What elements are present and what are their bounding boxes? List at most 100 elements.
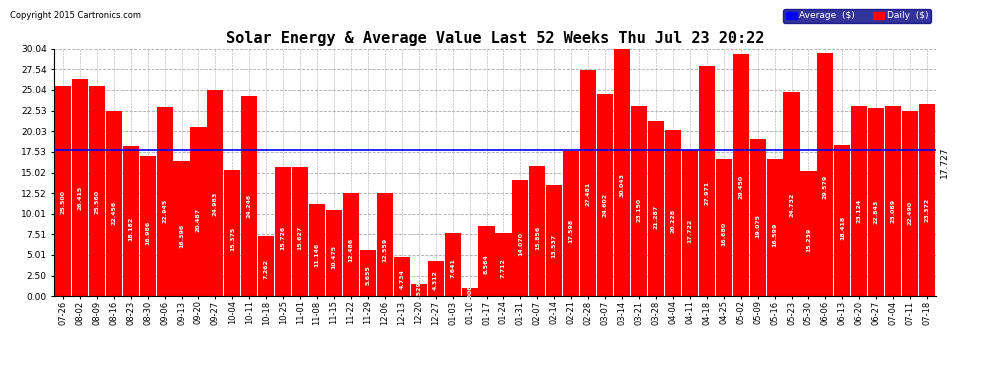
Bar <box>919 104 936 296</box>
Text: 17.722: 17.722 <box>687 218 692 243</box>
Text: 22.456: 22.456 <box>111 201 116 225</box>
Text: 8.564: 8.564 <box>484 255 489 274</box>
Text: 18.418: 18.418 <box>840 216 844 240</box>
Bar <box>631 105 647 296</box>
Text: 15.856: 15.856 <box>535 225 540 250</box>
Bar <box>563 151 579 296</box>
Bar <box>445 233 460 296</box>
Text: 15.239: 15.239 <box>806 228 811 252</box>
Text: 24.983: 24.983 <box>213 192 218 216</box>
Legend: Average  ($), Daily  ($): Average ($), Daily ($) <box>783 9 931 23</box>
Bar <box>242 96 257 296</box>
Text: 25.560: 25.560 <box>94 189 99 213</box>
Text: 4.312: 4.312 <box>434 270 439 290</box>
Text: 1.006: 1.006 <box>467 284 472 304</box>
Bar <box>495 233 512 296</box>
Text: 7.712: 7.712 <box>501 258 506 278</box>
Text: 20.228: 20.228 <box>670 209 675 233</box>
Bar <box>106 111 122 296</box>
Bar <box>377 193 393 296</box>
Bar <box>614 49 630 296</box>
Text: 27.971: 27.971 <box>704 180 709 205</box>
Bar <box>207 90 224 296</box>
Text: 7.262: 7.262 <box>263 260 268 279</box>
Bar <box>275 166 291 296</box>
Bar <box>885 106 901 296</box>
Text: 1.529: 1.529 <box>416 280 422 300</box>
Text: 23.124: 23.124 <box>856 198 862 223</box>
Bar <box>89 86 105 296</box>
Bar <box>309 204 325 296</box>
Bar <box>868 108 884 296</box>
Bar <box>580 70 596 296</box>
Bar <box>818 53 834 296</box>
Text: 23.372: 23.372 <box>925 198 930 222</box>
Bar <box>190 128 207 296</box>
Bar <box>140 156 155 296</box>
Text: 18.182: 18.182 <box>128 217 134 241</box>
Bar <box>597 93 613 296</box>
Bar <box>733 54 748 296</box>
Bar <box>682 150 698 296</box>
Bar <box>665 130 681 296</box>
Text: 24.602: 24.602 <box>603 193 608 217</box>
Bar <box>428 261 444 296</box>
Text: 4.734: 4.734 <box>399 269 404 289</box>
Bar <box>360 250 376 296</box>
Text: 29.450: 29.450 <box>739 175 743 199</box>
Text: 14.070: 14.070 <box>518 232 523 256</box>
Text: 15.726: 15.726 <box>281 226 286 250</box>
Bar <box>258 236 274 296</box>
Bar <box>411 284 427 296</box>
Bar <box>123 147 139 296</box>
Bar <box>478 226 495 296</box>
Text: 16.599: 16.599 <box>772 223 777 247</box>
Text: 5.655: 5.655 <box>365 266 370 285</box>
Bar <box>530 166 545 296</box>
Text: 23.089: 23.089 <box>891 199 896 223</box>
Text: 16.396: 16.396 <box>179 224 184 248</box>
Text: 7.641: 7.641 <box>450 258 455 278</box>
Bar <box>461 288 477 296</box>
Bar <box>173 161 189 296</box>
Bar <box>902 111 918 296</box>
Bar <box>326 210 343 296</box>
Text: 24.246: 24.246 <box>247 194 251 219</box>
Text: 11.146: 11.146 <box>315 243 320 267</box>
Text: 16.680: 16.680 <box>722 222 727 246</box>
Text: 10.475: 10.475 <box>332 245 337 270</box>
Bar <box>766 159 783 296</box>
Text: 12.559: 12.559 <box>382 237 387 262</box>
Text: 20.487: 20.487 <box>196 208 201 232</box>
Bar <box>546 185 562 296</box>
Text: 24.732: 24.732 <box>789 192 794 217</box>
Bar <box>647 121 664 296</box>
Title: Solar Energy & Average Value Last 52 Weeks Thu Jul 23 20:22: Solar Energy & Average Value Last 52 Wee… <box>226 31 764 46</box>
Text: 22.945: 22.945 <box>162 199 167 223</box>
Text: 16.986: 16.986 <box>146 221 150 245</box>
Bar <box>851 106 867 296</box>
Text: 22.490: 22.490 <box>908 201 913 225</box>
Text: 15.375: 15.375 <box>230 227 235 251</box>
Text: 23.150: 23.150 <box>637 198 642 222</box>
Bar <box>513 180 529 296</box>
Bar <box>156 107 172 296</box>
Bar <box>225 170 241 296</box>
Text: 19.075: 19.075 <box>755 213 760 238</box>
Bar <box>54 86 71 296</box>
Bar <box>343 194 359 296</box>
Text: 21.287: 21.287 <box>653 205 658 230</box>
Text: 17.598: 17.598 <box>568 219 574 243</box>
Bar <box>783 93 800 296</box>
Bar <box>835 144 850 296</box>
Text: 15.627: 15.627 <box>298 226 303 251</box>
Bar <box>72 79 88 296</box>
Bar <box>749 139 765 296</box>
Text: 13.537: 13.537 <box>551 234 556 258</box>
Bar <box>394 257 410 296</box>
Bar <box>699 66 715 296</box>
Text: 22.843: 22.843 <box>874 200 879 223</box>
Text: Copyright 2015 Cartronics.com: Copyright 2015 Cartronics.com <box>10 11 141 20</box>
Text: 12.486: 12.486 <box>348 238 353 262</box>
Text: 29.579: 29.579 <box>823 174 828 199</box>
